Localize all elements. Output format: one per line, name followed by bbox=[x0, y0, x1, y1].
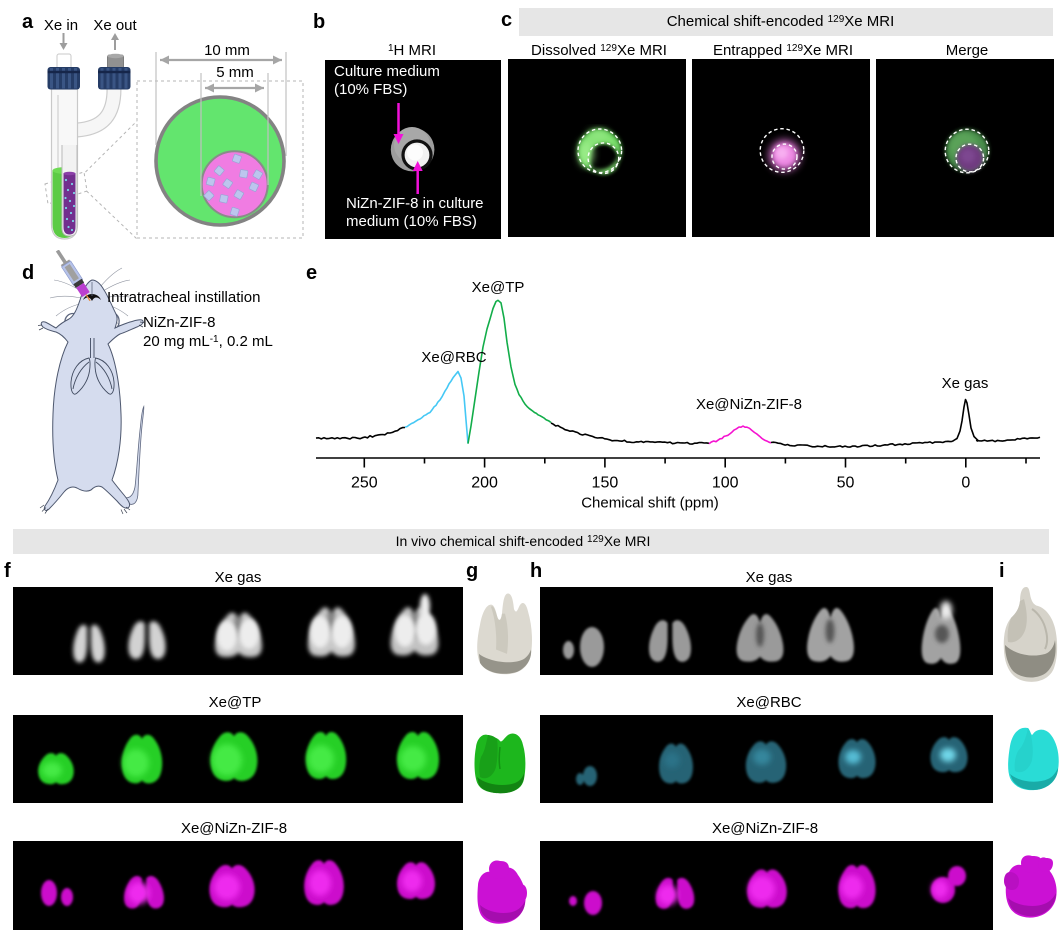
svg-text:Xe gas: Xe gas bbox=[942, 375, 989, 392]
svg-text:200: 200 bbox=[471, 475, 498, 492]
svg-text:50: 50 bbox=[837, 475, 855, 492]
svg-text:Culture medium: Culture medium bbox=[334, 63, 440, 80]
svg-text:0: 0 bbox=[961, 475, 970, 492]
svg-text:10 mm: 10 mm bbox=[204, 42, 250, 59]
svg-text:Xe@RBC: Xe@RBC bbox=[421, 349, 486, 366]
svg-text:Chemical shift (ppm): Chemical shift (ppm) bbox=[581, 495, 719, 512]
svg-text:medium (10% FBS): medium (10% FBS) bbox=[346, 213, 477, 230]
svg-text:250: 250 bbox=[351, 475, 378, 492]
svg-text:Xe in: Xe in bbox=[44, 17, 78, 34]
svg-text:5 mm: 5 mm bbox=[216, 64, 254, 81]
svg-text:150: 150 bbox=[592, 475, 619, 492]
svg-text:100: 100 bbox=[712, 475, 739, 492]
svg-text:Xe@NiZn-ZIF-8: Xe@NiZn-ZIF-8 bbox=[696, 396, 802, 413]
svg-text:Xe out: Xe out bbox=[93, 17, 137, 34]
svg-text:Xe@TP: Xe@TP bbox=[472, 279, 525, 296]
svg-text:(10% FBS): (10% FBS) bbox=[334, 81, 407, 98]
svg-text:NiZn-ZIF-8 in culture: NiZn-ZIF-8 in culture bbox=[346, 195, 484, 212]
